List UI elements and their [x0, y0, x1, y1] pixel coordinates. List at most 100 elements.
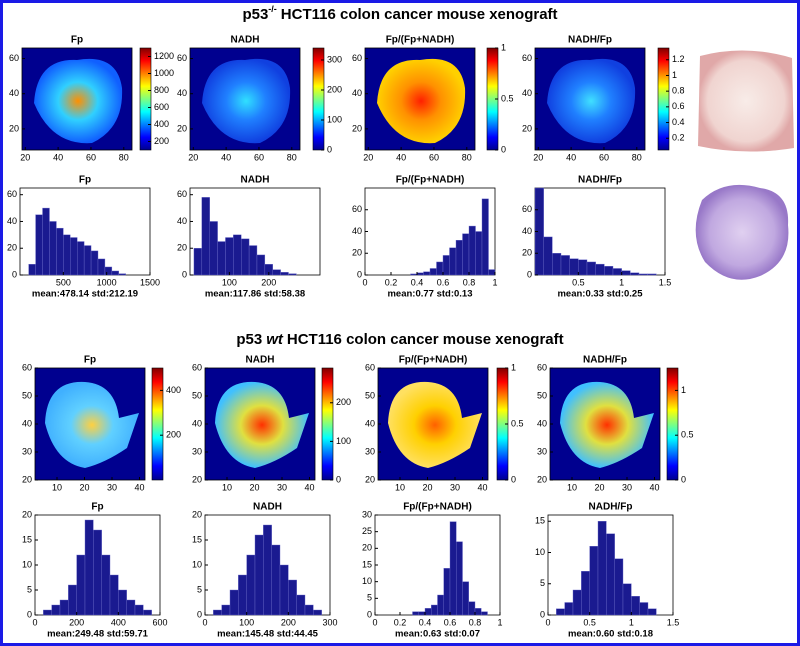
x-tick-label: 200 — [281, 617, 296, 627]
y-tick-label: 40 — [192, 418, 202, 428]
colorbar-label: 1 — [681, 385, 686, 395]
x-tick-label: 0 — [545, 617, 550, 627]
hist-stats: mean:249.48 std:59.71 — [47, 629, 149, 640]
hist-bar — [612, 268, 622, 276]
x-tick-label: 10 — [395, 482, 405, 492]
colorbar-label: 0.5 — [681, 430, 694, 440]
hist-bar — [221, 604, 231, 616]
y-tick-label: 20 — [522, 123, 532, 133]
hist-bar — [455, 239, 463, 276]
hist-bar — [90, 250, 99, 276]
y-tick-label: 20 — [177, 243, 187, 253]
y-tick-label: 10 — [22, 559, 32, 569]
x-tick-label: 0 — [372, 617, 377, 627]
colorbar — [321, 367, 334, 481]
hist-bar — [456, 541, 463, 616]
hist-bar — [118, 589, 127, 616]
x-tick-label: 10 — [222, 482, 232, 492]
hist-bar — [569, 258, 579, 276]
x-tick-label: 20 — [594, 482, 604, 492]
x-tick-label: 1 — [619, 277, 624, 287]
hist-bar — [304, 604, 314, 616]
colorbar-label: 0.2 — [672, 133, 685, 143]
hist-bar — [256, 254, 266, 276]
y-tick-label: 25 — [362, 526, 372, 536]
x-tick-label: 200 — [69, 617, 84, 627]
hist-bar — [481, 611, 488, 616]
colorbar-label: 1200 — [154, 51, 174, 61]
y-tick-label: 20 — [352, 123, 362, 133]
hist-bar — [56, 227, 64, 276]
hist-bar — [449, 521, 457, 616]
hist-bar — [436, 261, 444, 276]
x-tick-label: 20 — [249, 482, 259, 492]
hist-bar — [272, 269, 281, 276]
y-tick-label: 60 — [177, 189, 187, 199]
x-tick-label: 40 — [649, 482, 659, 492]
y-tick-label: 0 — [357, 269, 362, 279]
y-tick-label: 20 — [22, 509, 32, 519]
x-tick-label: 300 — [322, 617, 337, 627]
hist-bar — [254, 534, 264, 616]
x-tick-label: 40 — [53, 152, 63, 162]
y-tick-label: 5 — [367, 593, 372, 603]
x-tick-label: 80 — [462, 152, 472, 162]
hist-bar — [556, 608, 565, 616]
hist-bar — [595, 263, 605, 276]
y-tick-label: 30 — [365, 446, 375, 456]
hist-stats: mean:145.48 std:44.45 — [217, 629, 319, 640]
y-tick-label: 40 — [522, 226, 532, 236]
hist-bar — [604, 266, 614, 276]
hist-bar — [35, 214, 43, 276]
y-tick-label: 60 — [192, 362, 202, 372]
colorbar-label: 0 — [511, 474, 516, 484]
y-tick-label: 50 — [365, 390, 375, 400]
map-title: Fp/(Fp+NADH) — [386, 35, 455, 46]
hist-bar — [225, 237, 234, 276]
x-tick-label: 20 — [533, 152, 543, 162]
colorbar-label: 600 — [154, 102, 169, 112]
hist-title: Fp/(Fp+NADH) — [403, 502, 472, 513]
tissue-map — [215, 381, 309, 468]
colorbar-label: 200 — [154, 136, 169, 146]
hist-bar — [429, 268, 437, 276]
x-tick-label: 500 — [56, 277, 71, 287]
colorbar-label: 200 — [336, 397, 351, 407]
x-tick-label: 0.2 — [385, 277, 398, 287]
y-tick-label: 40 — [9, 88, 19, 98]
hist-bar — [622, 583, 632, 616]
y-tick-label: 40 — [352, 226, 362, 236]
hist-bar — [647, 608, 657, 616]
hist-bar — [76, 241, 85, 276]
x-tick-label: 40 — [477, 482, 487, 492]
hist-bar — [481, 198, 489, 276]
hist-bar — [209, 221, 218, 276]
y-tick-label: 50 — [192, 390, 202, 400]
map-title: NADH — [231, 35, 260, 46]
hist-bar — [581, 571, 590, 616]
colorbar-label: 0.5 — [511, 418, 524, 428]
hist-bar — [271, 544, 281, 616]
x-tick-label: 1 — [497, 617, 502, 627]
x-tick-label: 0.6 — [444, 617, 457, 627]
hist-bar — [437, 594, 444, 616]
hist-bar — [263, 524, 272, 616]
hist-bar — [443, 568, 451, 616]
y-tick-label: 20 — [352, 248, 362, 258]
x-tick-label: 100 — [239, 617, 254, 627]
y-tick-label: 20 — [537, 474, 547, 484]
hist-bar — [201, 197, 210, 276]
hist-bar — [76, 554, 86, 616]
y-tick-label: 40 — [365, 418, 375, 428]
map-axes — [364, 47, 476, 151]
hist-bar — [597, 521, 607, 616]
y-tick-label: 60 — [365, 362, 375, 372]
x-tick-label: 0 — [32, 617, 37, 627]
map-axes — [534, 47, 646, 151]
y-tick-label: 20 — [9, 123, 19, 133]
y-tick-label: 10 — [192, 559, 202, 569]
y-tick-label: 20 — [7, 243, 17, 253]
y-tick-label: 40 — [522, 88, 532, 98]
hist-bar — [431, 604, 438, 616]
hist-bar — [93, 529, 102, 616]
